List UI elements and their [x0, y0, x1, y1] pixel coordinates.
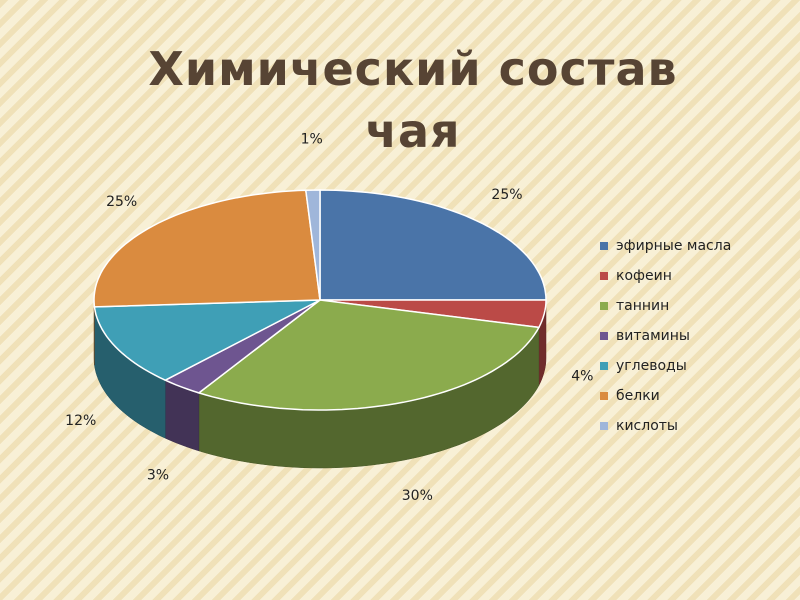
data-label: 3% [147, 467, 169, 483]
legend-swatch [600, 272, 608, 280]
legend-swatch [600, 422, 608, 430]
data-label: 4% [571, 369, 593, 385]
chart-title: Химический состав чая [148, 42, 678, 158]
legend-label: углеводы [616, 358, 687, 374]
legend-label: эфирные масла [616, 238, 731, 254]
legend-label: белки [616, 388, 660, 404]
data-label: 1% [301, 132, 323, 148]
legend-swatch [600, 392, 608, 400]
slice [163, 299, 321, 394]
pie-tops [93, 189, 547, 411]
slice [319, 189, 547, 301]
data-label: 25% [106, 194, 137, 210]
slice [93, 299, 321, 382]
legend-swatch [600, 332, 608, 340]
legend-label: витамины [616, 328, 690, 344]
slice [304, 189, 321, 301]
data-label: 12% [65, 413, 96, 429]
legend-swatch [600, 302, 608, 310]
slice [93, 189, 321, 308]
legend-label: кофеин [616, 268, 672, 284]
data-label: 30% [402, 488, 433, 504]
legend-label: кислоты [616, 418, 678, 434]
legend-swatch [600, 362, 608, 370]
data-label: 25% [491, 187, 522, 203]
legend-label: таннин [616, 298, 669, 314]
slice [197, 299, 541, 411]
legend-swatch [600, 242, 608, 250]
